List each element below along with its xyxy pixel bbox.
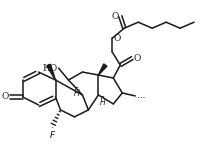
Text: $\bar{H}$: $\bar{H}$: [98, 96, 106, 108]
Text: O: O: [133, 54, 140, 63]
Text: $\cdots$: $\cdots$: [136, 91, 145, 100]
Text: O: O: [113, 34, 120, 43]
Text: O: O: [111, 12, 119, 21]
Text: O: O: [1, 92, 9, 101]
Polygon shape: [47, 64, 55, 80]
Text: HO: HO: [42, 64, 57, 73]
Text: $\bar{H}$: $\bar{H}$: [72, 87, 80, 99]
Polygon shape: [98, 64, 106, 75]
Text: $\dot{F}$: $\dot{F}$: [49, 127, 56, 141]
